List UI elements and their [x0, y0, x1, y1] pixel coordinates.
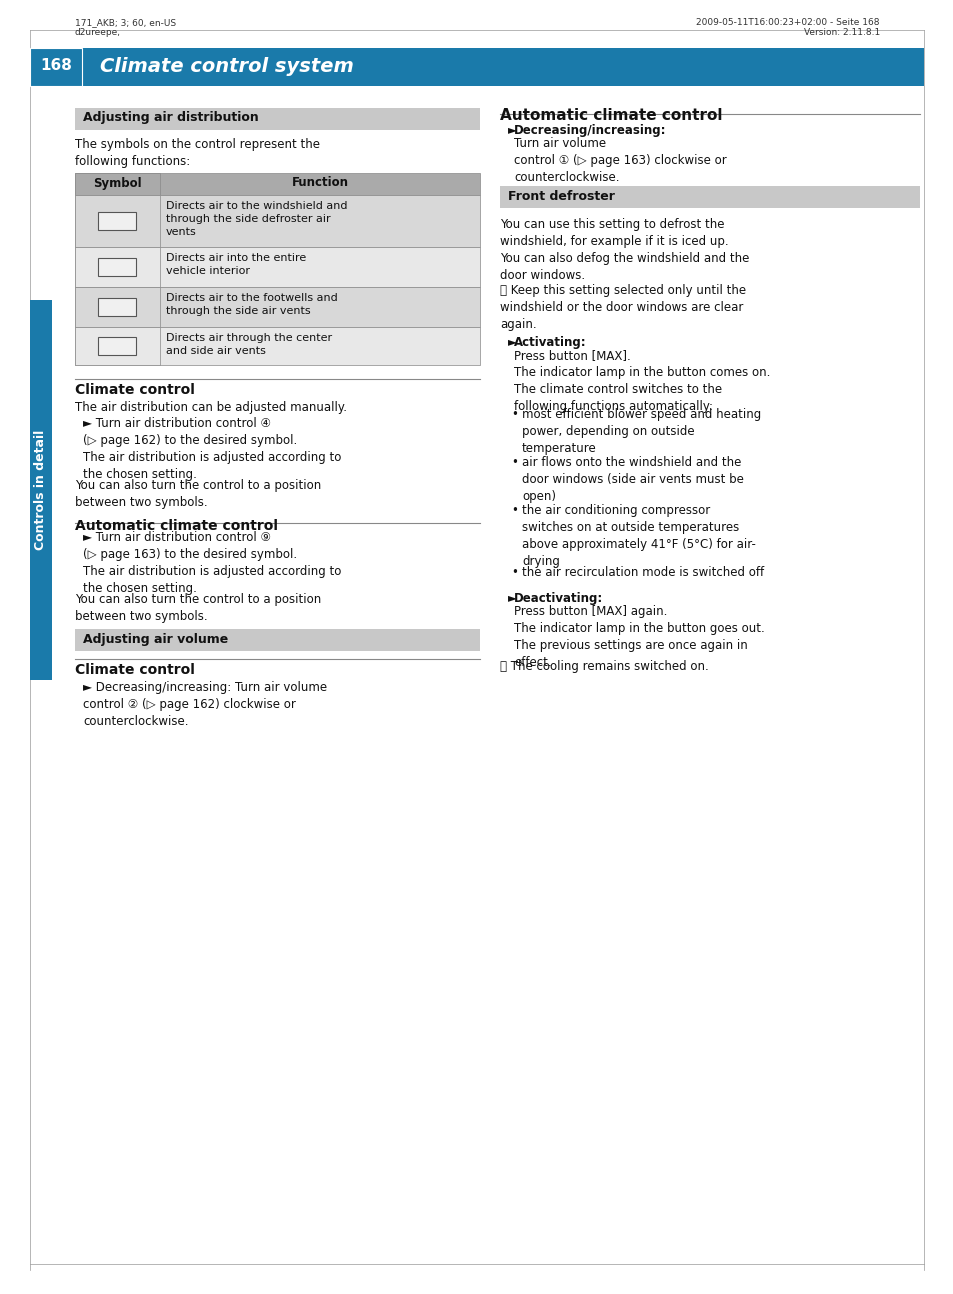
- Text: Climate control: Climate control: [75, 663, 194, 677]
- Bar: [75, 247, 479, 287]
- Bar: [75, 327, 160, 365]
- Text: 2009-05-11T16:00:23+02:00 - Seite 168: 2009-05-11T16:00:23+02:00 - Seite 168: [696, 18, 879, 27]
- Text: the air conditioning compressor
switches on at outside temperatures
above approx: the air conditioning compressor switches…: [521, 503, 755, 568]
- Text: Directs air through the center
and side air vents: Directs air through the center and side …: [166, 333, 332, 356]
- Text: Deactivating:: Deactivating:: [514, 591, 602, 606]
- Bar: [30, 48, 82, 85]
- Text: Automatic climate control: Automatic climate control: [75, 519, 277, 533]
- Text: d2ureepe,: d2ureepe,: [75, 28, 121, 38]
- Text: the air recirculation mode is switched off: the air recirculation mode is switched o…: [521, 565, 763, 578]
- Text: ⓘ The cooling remains switched on.: ⓘ The cooling remains switched on.: [499, 660, 708, 673]
- Bar: [75, 195, 160, 247]
- Bar: [98, 336, 136, 355]
- Bar: [98, 298, 136, 316]
- Text: You can also turn the control to a position
between two symbols.: You can also turn the control to a posit…: [75, 593, 321, 622]
- Text: The symbols on the control represent the
following functions:: The symbols on the control represent the…: [75, 138, 319, 168]
- Text: Directs air to the footwells and
through the side air vents: Directs air to the footwells and through…: [166, 292, 337, 316]
- Bar: [75, 287, 160, 327]
- Text: Version: 2.11.8.1: Version: 2.11.8.1: [803, 28, 879, 38]
- Text: You can use this setting to defrost the
windshield, for example if it is iced up: You can use this setting to defrost the …: [499, 217, 728, 248]
- Text: Adjusting air volume: Adjusting air volume: [83, 633, 228, 646]
- Text: •: •: [512, 455, 522, 468]
- Text: Automatic climate control: Automatic climate control: [499, 107, 721, 123]
- Bar: [98, 212, 136, 230]
- Text: Directs air into the entire
vehicle interior: Directs air into the entire vehicle inte…: [166, 254, 306, 276]
- Text: ►: ►: [507, 336, 520, 349]
- Text: Press button [MAX].
The indicator lamp in the button comes on.
The climate contr: Press button [MAX]. The indicator lamp i…: [514, 349, 770, 413]
- Text: Directs air to the windshield and
through the side defroster air
vents: Directs air to the windshield and throug…: [166, 201, 347, 237]
- Text: Press button [MAX] again.
The indicator lamp in the button goes out.
The previou: Press button [MAX] again. The indicator …: [514, 606, 764, 669]
- Bar: [30, 48, 923, 85]
- Text: •: •: [512, 565, 522, 578]
- Text: Adjusting air distribution: Adjusting air distribution: [83, 111, 258, 124]
- Text: air flows onto the windshield and the
door windows (side air vents must be
open): air flows onto the windshield and the do…: [521, 455, 743, 503]
- Bar: [75, 629, 479, 651]
- Text: ► Turn air distribution control ④
(▷ page 162) to the desired symbol.
The air di: ► Turn air distribution control ④ (▷ pag…: [83, 417, 341, 481]
- Text: Decreasing/increasing:: Decreasing/increasing:: [514, 124, 666, 137]
- Text: 171_AKB; 3; 60, en-US: 171_AKB; 3; 60, en-US: [75, 18, 176, 27]
- Text: 168: 168: [40, 58, 71, 74]
- Bar: [75, 173, 479, 195]
- Text: You can also turn the control to a position
between two symbols.: You can also turn the control to a posit…: [75, 479, 321, 509]
- Text: Climate control system: Climate control system: [100, 57, 354, 75]
- Text: Controls in detail: Controls in detail: [34, 430, 48, 550]
- Text: most efficient blower speed and heating
power, depending on outside
temperature: most efficient blower speed and heating …: [521, 408, 760, 455]
- Text: ► Decreasing/increasing: Turn air volume
control ② (▷ page 162) clockwise or
cou: ► Decreasing/increasing: Turn air volume…: [83, 681, 327, 729]
- Bar: [75, 287, 479, 327]
- Text: Climate control: Climate control: [75, 383, 194, 397]
- Bar: [75, 173, 160, 195]
- Text: ►: ►: [507, 124, 520, 137]
- Text: Turn air volume
control ① (▷ page 163) clockwise or
counterclockwise.: Turn air volume control ① (▷ page 163) c…: [514, 137, 726, 184]
- Text: ►: ►: [507, 591, 520, 606]
- Bar: [30, 300, 52, 681]
- Bar: [75, 107, 479, 129]
- Text: •: •: [512, 408, 522, 421]
- Bar: [499, 186, 919, 208]
- Text: •: •: [512, 503, 522, 518]
- Text: Symbol: Symbol: [93, 176, 142, 189]
- Text: The air distribution can be adjusted manually.: The air distribution can be adjusted man…: [75, 401, 347, 414]
- Text: Function: Function: [292, 176, 348, 189]
- Bar: [98, 258, 136, 276]
- Bar: [75, 195, 479, 247]
- Bar: [75, 247, 160, 287]
- Text: Activating:: Activating:: [514, 336, 586, 349]
- Text: ⓘ Keep this setting selected only until the
windshield or the door windows are c: ⓘ Keep this setting selected only until …: [499, 283, 745, 331]
- Bar: [75, 327, 479, 365]
- Text: Front defroster: Front defroster: [507, 189, 615, 202]
- Text: You can also defog the windshield and the
door windows.: You can also defog the windshield and th…: [499, 252, 749, 282]
- Text: ► Turn air distribution control ⑨
(▷ page 163) to the desired symbol.
The air di: ► Turn air distribution control ⑨ (▷ pag…: [83, 531, 341, 595]
